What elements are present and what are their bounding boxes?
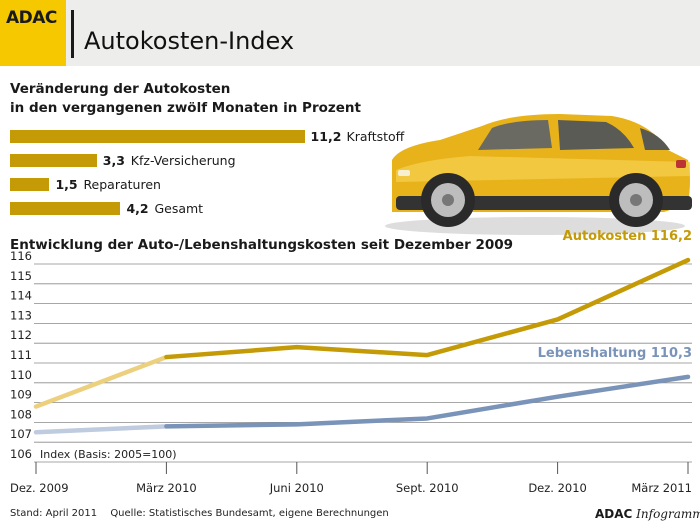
- bar-2: [10, 178, 50, 191]
- bar-1: [10, 154, 97, 167]
- bar-value-label-2: 1,5: [55, 177, 78, 192]
- footer-stand: Stand: April 2011: [10, 508, 98, 519]
- y-tick-label-112: 112: [10, 328, 32, 342]
- bar-0: [10, 130, 305, 143]
- bar-value-label-1: 3,3: [102, 153, 125, 168]
- bar-category-label-0: Kraftstoff: [346, 129, 405, 144]
- header-bar: ADAC Autokosten-Index: [0, 0, 700, 66]
- bar-chart-subtitle: Veränderung der Autokosten in den vergan…: [10, 80, 430, 118]
- x-tick-label-4: Dez. 2010: [528, 481, 587, 495]
- series-1-end-label: Lebenshaltung 110,3: [538, 346, 692, 361]
- y-tick-label-106: 106: [10, 447, 32, 461]
- bar-3: [10, 202, 121, 215]
- y-tick-label-110: 110: [10, 368, 32, 382]
- bar-chart-subtitle-line2: in den vergangenen zwölf Monaten in Proz…: [10, 100, 361, 116]
- series-0-segment-light: [33, 354, 169, 409]
- y-tick-label-116: 116: [10, 249, 32, 263]
- series-1-line: [164, 374, 691, 429]
- index-note: Index (Basis: 2005=100): [40, 448, 177, 461]
- footer-quelle: Quelle: Statistisches Bundesamt, eigene …: [110, 508, 389, 519]
- y-tick-label-108: 108: [10, 407, 32, 421]
- bar-value-label-0: 11,2: [310, 129, 342, 144]
- y-tick-label-114: 114: [10, 289, 32, 303]
- y-tick-label-111: 111: [10, 348, 32, 362]
- y-tick-label-113: 113: [10, 308, 32, 322]
- bar-category-label-1: Kfz-Versicherung: [130, 153, 236, 168]
- y-tick-label-109: 109: [10, 388, 32, 402]
- y-tick-label-115: 115: [10, 269, 32, 283]
- footer-source: Stand: April 2011 Quelle: Statistisches …: [10, 508, 399, 519]
- series-0-end-label: Autokosten 116,2: [563, 229, 692, 244]
- bar-category-label-3: Gesamt: [154, 201, 204, 216]
- bar-value-label-3: 4,2: [126, 201, 149, 216]
- title-divider: [71, 10, 74, 58]
- x-tick-label-2: Juni 2010: [269, 481, 324, 495]
- footer-brand-name: ADAC: [595, 507, 633, 521]
- x-tick-label-1: März 2010: [136, 481, 197, 495]
- bar-category-label-2: Reparaturen: [83, 177, 161, 192]
- adac-logo: ADAC: [0, 0, 66, 66]
- logo-text: ADAC: [6, 8, 57, 28]
- series-0-line: [164, 257, 691, 360]
- x-tick-label-3: Sept. 2010: [396, 481, 459, 495]
- footer-brand: ADAC Infogramm: [595, 507, 700, 521]
- footer-brand-sub: Infogramm: [636, 507, 700, 521]
- x-tick-label-5: März 2011: [631, 481, 692, 495]
- page-title: Autokosten-Index: [84, 27, 295, 55]
- line-chart-heading: Entwicklung der Auto-/Lebenshaltungskost…: [10, 237, 514, 253]
- car-illustration: [385, 114, 692, 235]
- series-1-segment-light: [33, 424, 169, 435]
- bar-chart-subtitle-line1: Veränderung der Autokosten: [10, 81, 231, 97]
- x-tick-label-0: Dez. 2009: [10, 481, 69, 495]
- y-tick-label-107: 107: [10, 427, 32, 441]
